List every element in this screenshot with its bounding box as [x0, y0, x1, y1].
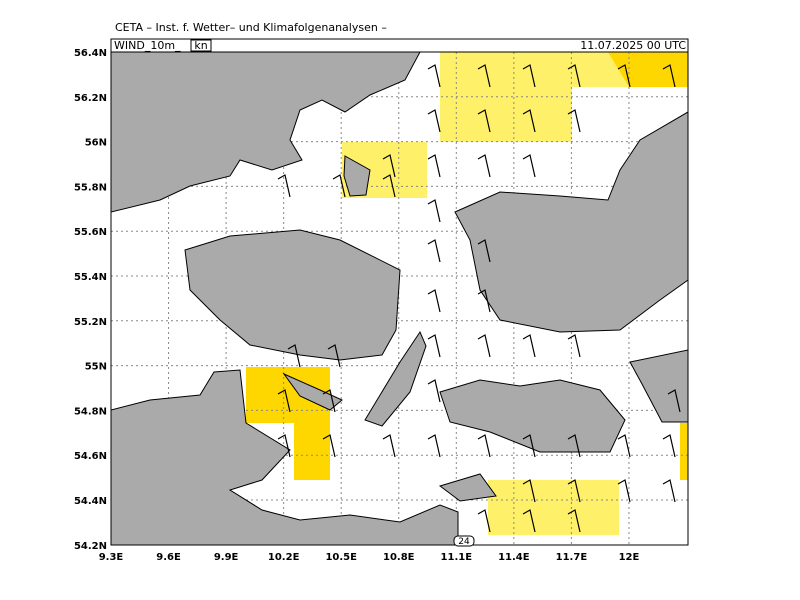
wind-barb [477, 334, 491, 358]
wind-barb [667, 389, 681, 413]
lat-label: 55.2N [74, 317, 107, 328]
unit-box [190, 39, 212, 52]
wind-barb [277, 174, 291, 198]
wind-barb [277, 389, 291, 413]
wind-barb [522, 434, 536, 458]
wind-barb [382, 174, 396, 198]
wind-barb [522, 509, 536, 533]
lat-label: 54.2N [74, 541, 107, 552]
lat-label: 56.2N [74, 93, 107, 104]
datetime: 11.07.2025 00 UTC [580, 39, 686, 52]
wind-barb [662, 434, 676, 458]
wind-barb [477, 289, 491, 313]
wind-barb [567, 434, 581, 458]
wind-barb [567, 334, 581, 358]
lon-label: 10.2E [268, 552, 300, 563]
marker: 24 [458, 537, 470, 547]
wind-barb [382, 154, 396, 178]
wind-barb [617, 479, 631, 503]
wind-barb [322, 389, 336, 413]
lat-label: 54.4N [74, 496, 107, 507]
wind-barb [522, 334, 536, 358]
lon-label: 9.6E [156, 552, 181, 563]
wind-barb [427, 64, 441, 88]
wind-barb [427, 239, 441, 263]
wind-barb [662, 64, 676, 88]
lon-label: 10.5E [325, 552, 357, 563]
title: CETA – Inst. f. Wetter– und Klimafolgena… [115, 21, 387, 34]
lat-label: 55.6N [74, 227, 107, 238]
wind-barb [477, 509, 491, 533]
wind-barbs [277, 64, 681, 533]
wind-barb [327, 344, 341, 368]
lat-label: 56.4N [74, 48, 107, 59]
lon-label: 11.4E [498, 552, 530, 563]
lat-label: 56N [85, 138, 107, 149]
wind-barb [617, 434, 631, 458]
marker-box [453, 535, 475, 547]
wind-barb [522, 64, 536, 88]
wind-barb [477, 434, 491, 458]
lon-label: 10.8E [383, 552, 415, 563]
wind-barb [522, 109, 536, 133]
wind-barb [322, 434, 336, 458]
lon-label: 11.7E [556, 552, 588, 563]
wind-barb [427, 289, 441, 313]
wind-barb [427, 154, 441, 178]
lat-label: 54.8N [74, 406, 107, 417]
wind-barb [522, 154, 536, 178]
wind-barb [382, 434, 396, 458]
wind-areas [246, 52, 688, 535]
wind-barb [477, 64, 491, 88]
map-frame [110, 51, 689, 546]
wind-barb [477, 154, 491, 178]
lon-label: 9.3E [99, 552, 124, 563]
wind-barb [567, 64, 581, 88]
map-area [111, 52, 688, 545]
unit: kn [194, 39, 207, 52]
wind-barb [427, 199, 441, 223]
wind-barb [522, 479, 536, 503]
wind-barb [662, 479, 676, 503]
lon-label: 12E [619, 552, 640, 563]
lat-label: 55.8N [74, 182, 107, 193]
wind-barb [567, 479, 581, 503]
wind-barb [617, 64, 631, 88]
field-name: WIND_10m_ [114, 39, 181, 52]
wind-barb [427, 109, 441, 133]
wind-barb [477, 109, 491, 133]
wind-barb [277, 434, 291, 458]
lat-label: 54.6N [74, 451, 107, 462]
lat-label: 55N [85, 362, 107, 373]
lon-label: 11.1E [441, 552, 473, 563]
wind-barb [332, 174, 346, 198]
wind-barb [427, 334, 441, 358]
wind-barb [427, 379, 441, 403]
wind-barb [287, 344, 301, 368]
land [111, 52, 688, 545]
wind-barb [567, 109, 581, 133]
wind-barb [427, 434, 441, 458]
wind-barb [477, 239, 491, 263]
lon-label: 9.9E [214, 552, 239, 563]
wind-barb [567, 509, 581, 533]
lat-label: 55.4N [74, 272, 107, 283]
